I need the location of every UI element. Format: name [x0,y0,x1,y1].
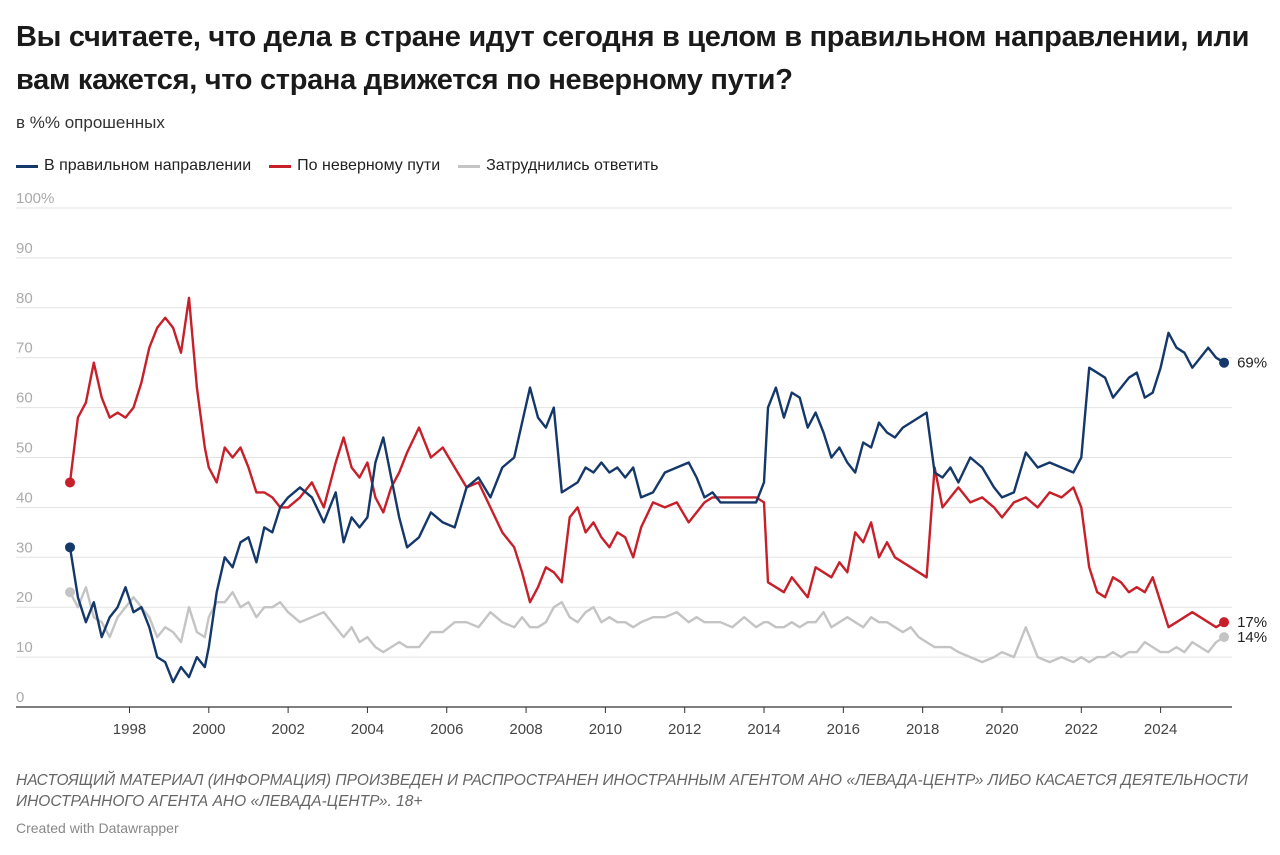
y-tick-label: 50 [16,440,33,457]
x-tick-label: 2008 [509,721,542,738]
datawrapper-credit: Created with Datawrapper [16,820,179,836]
series-layer [68,296,1226,684]
x-tick-label: 1998 [113,721,146,738]
y-tick-label: 20 [16,589,33,606]
legend-label-dk: Затруднились ответить [486,157,659,174]
x-tick-label: 2006 [430,721,463,738]
x-tick-label: 2002 [271,721,304,738]
legend-label-wrong: По неверному пути [297,157,441,174]
end-label-wrong: 17% [1237,614,1267,631]
y-tick-label: 40 [16,489,33,506]
y-tick-label: 30 [16,539,33,556]
end-label-dk: 14% [1237,629,1267,646]
y-tick-label: 80 [16,290,33,307]
chart-title: Вы считаете, что дела в стране идут сего… [16,21,1250,96]
y-tick-label: 70 [16,340,33,357]
end-dot-wrong [1219,617,1230,628]
legal-note: НАСТОЯЩИЙ МАТЕРИАЛ (ИНФОРМАЦИЯ) ПРОИЗВЕД… [16,772,1248,810]
x-tick-label: 2016 [827,721,860,738]
start-dot-wrong [65,477,75,488]
x-tick-label: 2014 [747,721,780,738]
series-line-right [68,331,1226,684]
chart-legend: В правильном направлении По неверному пу… [16,157,677,175]
x-tick-label: 2018 [906,721,939,738]
start-dot-dk [65,587,75,598]
x-tick-label: 2010 [589,721,622,738]
y-tick-label: 90 [16,240,33,257]
series-line-dk [68,586,1226,664]
y-tick-label: 10 [16,639,33,656]
x-tick-label: 2022 [1065,721,1098,738]
grid-layer [16,207,1232,708]
end-dot-right [1219,357,1230,368]
y-tick-label: 100% [16,190,54,207]
marker-layer: 69% 17%14% [65,355,1267,646]
end-label-right: 69% [1237,355,1267,372]
end-dot-dk [1219,632,1230,643]
y-tick-label: 60 [16,390,33,407]
legend-swatch-right [16,164,38,168]
legend-item-dk: Затруднились ответить [458,157,659,175]
series-line-wrong [68,296,1226,629]
x-tick-label: 2012 [668,721,701,738]
legend-swatch-dk [458,164,481,168]
legend-item-wrong: По неверному пути [269,157,440,175]
legend-item-right: В правильном направлении [16,157,251,175]
chart-subtitle: в %% опрошенных [16,113,165,132]
legend-label-right: В правильном направлении [44,157,252,174]
x-tick-label: 2020 [985,721,1018,738]
legend-swatch-wrong [269,164,292,168]
y-tick-label: 0 [16,689,24,706]
x-tick-label: 2004 [351,721,384,738]
x-tick-label: 2024 [1144,721,1177,738]
start-dot-right [65,542,75,553]
x-tick-label: 2000 [192,721,225,738]
